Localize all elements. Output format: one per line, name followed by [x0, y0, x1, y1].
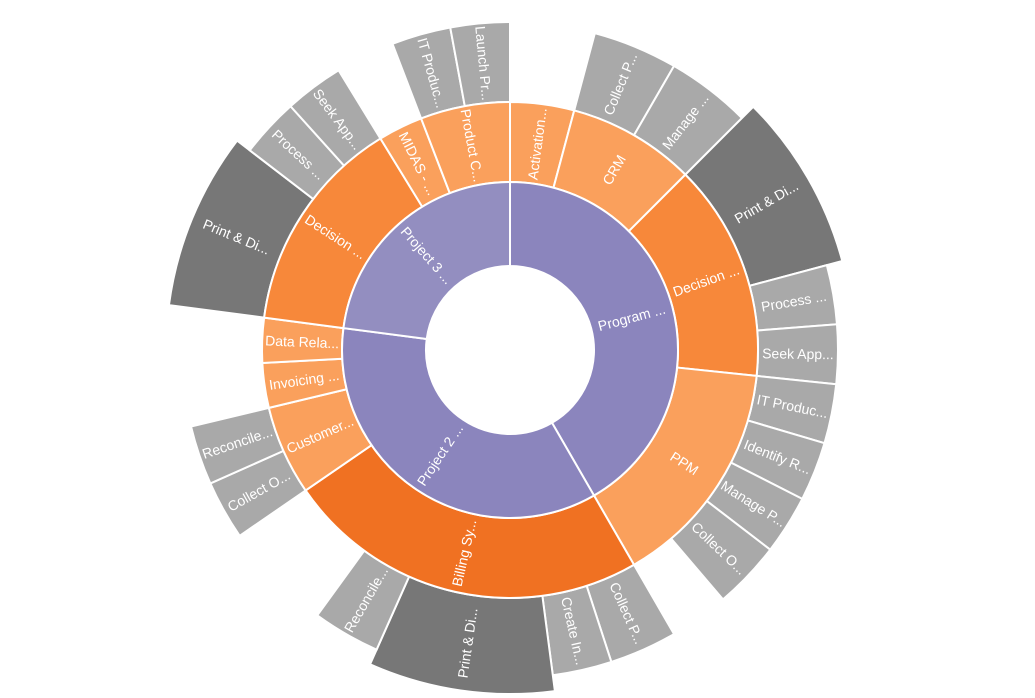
leaf-sector-label: Launch Pr...	[472, 25, 495, 101]
stream-sector-label: Data Rela...	[265, 332, 340, 351]
leaf-ring: Collect P...Manage ...Print & Di...Proce…	[167, 20, 844, 695]
project-sector[interactable]	[509, 180, 679, 497]
leaf-sector-label: Seek App...	[762, 345, 834, 362]
root-sector-label: CFO	[495, 342, 525, 358]
project-ring: Program ...Project 2 ...Project 3 ...	[341, 180, 679, 519]
project-sector[interactable]	[341, 326, 596, 519]
root-ring: CFO	[495, 266, 525, 358]
project-sector[interactable]	[342, 180, 511, 341]
